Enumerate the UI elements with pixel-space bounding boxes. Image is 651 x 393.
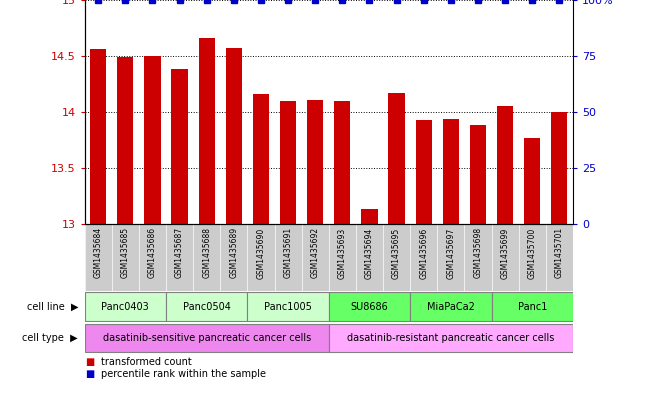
Text: cell type  ▶: cell type ▶ [23,333,78,343]
Bar [307,100,324,224]
Bar [199,38,215,224]
Text: GSM1435697: GSM1435697 [447,227,455,279]
Text: Panc0403: Panc0403 [102,301,149,312]
Text: percentile rank within the sample: percentile rank within the sample [101,369,266,379]
Text: cell line  ▶: cell line ▶ [27,301,78,312]
Bar [334,101,350,224]
Text: GSM1435687: GSM1435687 [175,227,184,279]
Text: dasatinib-sensitive pancreatic cancer cells: dasatinib-sensitive pancreatic cancer ce… [103,333,311,343]
Bar [247,292,329,321]
Text: GSM1435690: GSM1435690 [256,227,266,279]
Text: Panc1005: Panc1005 [264,301,312,312]
Bar [551,112,568,224]
Text: GSM1435700: GSM1435700 [528,227,536,279]
Text: GSM1435695: GSM1435695 [392,227,401,279]
Bar [524,138,540,224]
Bar [117,57,133,224]
Text: GSM1435692: GSM1435692 [311,227,320,279]
Text: GSM1435694: GSM1435694 [365,227,374,279]
Bar [492,292,573,321]
Text: GSM1435696: GSM1435696 [419,227,428,279]
Text: dasatinib-resistant pancreatic cancer cells: dasatinib-resistant pancreatic cancer ce… [347,333,555,343]
Bar [329,324,573,352]
Text: GSM1435691: GSM1435691 [284,227,292,279]
Text: Panc0504: Panc0504 [183,301,230,312]
Bar [415,120,432,224]
Text: GSM1435685: GSM1435685 [121,227,130,279]
Text: GSM1435693: GSM1435693 [338,227,347,279]
Bar [497,107,513,224]
Text: GSM1435701: GSM1435701 [555,227,564,279]
Bar [443,119,459,224]
Bar [90,49,106,224]
Text: Panc1: Panc1 [518,301,547,312]
Text: transformed count: transformed count [101,357,191,367]
Text: GSM1435684: GSM1435684 [94,227,103,279]
Text: GSM1435699: GSM1435699 [501,227,510,279]
Text: GSM1435689: GSM1435689 [229,227,238,279]
Bar [171,70,187,224]
Bar [85,324,329,352]
Bar [389,93,405,224]
Text: SU8686: SU8686 [351,301,388,312]
Text: MiaPaCa2: MiaPaCa2 [427,301,475,312]
Bar [166,292,247,321]
Text: ■: ■ [85,357,94,367]
Text: GSM1435688: GSM1435688 [202,227,211,278]
Bar [410,292,492,321]
Text: GSM1435686: GSM1435686 [148,227,157,279]
Bar [253,94,269,224]
Text: GSM1435698: GSM1435698 [473,227,482,279]
Bar [280,101,296,224]
Bar [470,125,486,224]
Bar [226,48,242,224]
Bar [329,292,410,321]
Bar [145,56,161,224]
Bar [85,292,166,321]
Bar [361,209,378,224]
Text: ■: ■ [85,369,94,379]
